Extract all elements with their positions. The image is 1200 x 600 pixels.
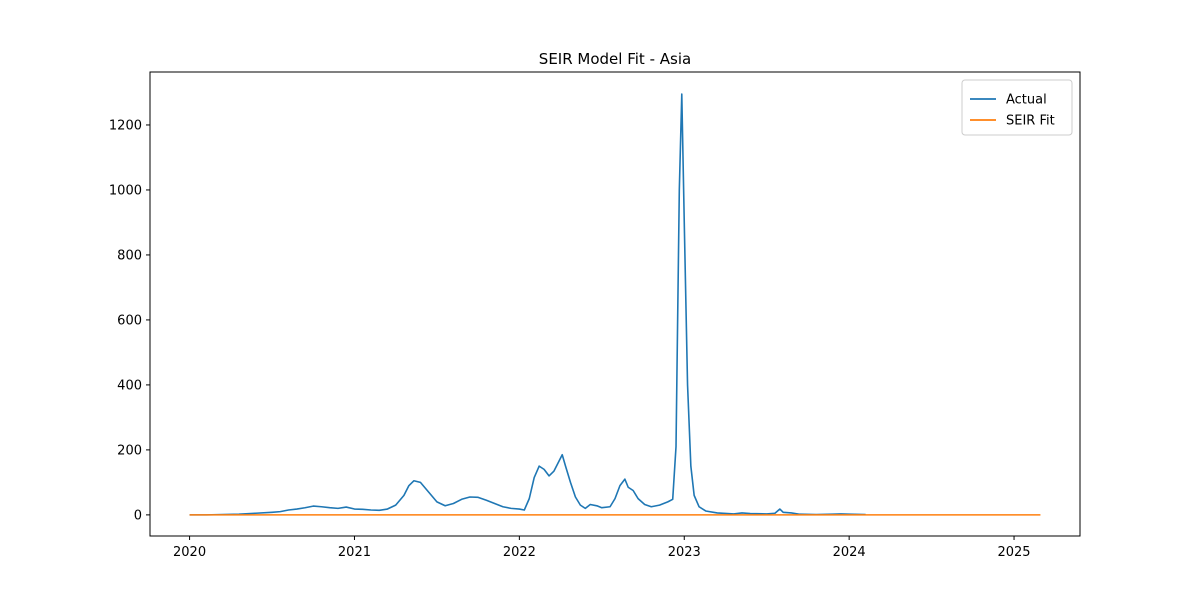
x-tick-label: 2020 — [173, 545, 206, 560]
y-tick-label: 600 — [117, 313, 142, 328]
y-tick-label: 1000 — [109, 183, 142, 198]
legend-label-seir-fit: SEIR Fit — [1006, 114, 1055, 129]
y-tick-label: 1200 — [109, 118, 142, 133]
y-tick-label: 800 — [117, 248, 142, 263]
legend-label-actual: Actual — [1006, 93, 1047, 108]
x-tick-label: 2021 — [338, 545, 371, 560]
y-tick-label: 0 — [134, 508, 142, 523]
x-tick-label: 2023 — [668, 545, 701, 560]
chart-title: SEIR Model Fit - Asia — [539, 50, 691, 68]
legend: Actual SEIR Fit — [961, 79, 1073, 136]
y-tick-label: 200 — [117, 443, 142, 458]
x-tick-label: 2022 — [503, 545, 536, 560]
x-tick-label: 2025 — [997, 545, 1030, 560]
axes-frame — [149, 71, 1081, 537]
x-tick-label: 2024 — [833, 545, 866, 560]
legend-box — [961, 79, 1073, 136]
y-tick-label: 400 — [117, 378, 142, 393]
plot-area: 2020 2021 2022 2023 2024 2025 0 200 400 600 800 100… — [109, 71, 1081, 560]
series-line-actual — [189, 93, 866, 516]
